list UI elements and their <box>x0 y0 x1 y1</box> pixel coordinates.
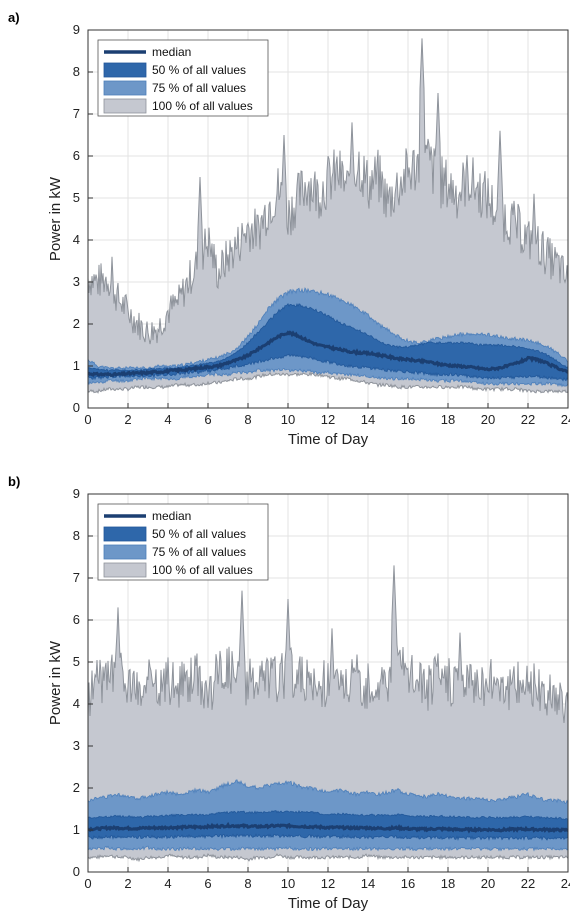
median-line <box>88 330 568 377</box>
panel-label: a) <box>8 10 20 25</box>
x-tick-label: 2 <box>124 876 131 891</box>
x-tick-label: 4 <box>164 876 171 891</box>
y-tick-label: 3 <box>73 738 80 753</box>
x-tick-label: 10 <box>281 412 295 427</box>
x-tick-label: 0 <box>84 876 91 891</box>
x-tick-label: 12 <box>321 876 335 891</box>
y-tick-label: 4 <box>73 696 80 711</box>
median-line <box>88 821 568 834</box>
legend-swatch <box>103 62 147 78</box>
y-tick-label: 7 <box>73 106 80 121</box>
x-tick-label: 20 <box>481 412 495 427</box>
x-tick-label: 20 <box>481 876 495 891</box>
x-tick-label: 14 <box>361 412 375 427</box>
legend-label: 75 % of all values <box>152 81 246 95</box>
y-tick-label: 1 <box>73 358 80 373</box>
legend-swatch <box>103 80 147 96</box>
chart-panel-b: b)0246810121416182022240123456789Time of… <box>8 474 570 912</box>
x-tick-label: 24 <box>561 412 570 427</box>
y-tick-label: 7 <box>73 570 80 585</box>
legend-label: median <box>152 45 191 59</box>
x-tick-label: 8 <box>244 876 251 891</box>
x-tick-label: 6 <box>204 876 211 891</box>
chart-panel-a: a)0246810121416182022240123456789Time of… <box>8 10 570 448</box>
legend-swatch <box>103 544 147 560</box>
series-group <box>88 38 568 394</box>
y-tick-label: 6 <box>73 612 80 627</box>
y-tick-label: 9 <box>73 486 80 501</box>
x-tick-label: 22 <box>521 876 535 891</box>
x-tick-label: 12 <box>321 412 335 427</box>
y-tick-label: 5 <box>73 190 80 205</box>
x-tick-label: 8 <box>244 412 251 427</box>
series-group <box>88 565 568 863</box>
legend: median 50 % of all values 75 % of all valu… <box>97 503 269 581</box>
y-tick-label: 0 <box>73 400 80 415</box>
legend-label: 100 % of all values <box>152 563 253 577</box>
y-axis-title: Power in kW <box>47 640 64 725</box>
x-tick-label: 6 <box>204 412 211 427</box>
band-100-percent <box>88 38 568 394</box>
panel-label: b) <box>8 474 20 489</box>
y-axis-title: Power in kW <box>47 176 64 261</box>
band-50-percent <box>88 302 568 382</box>
x-tick-label: 16 <box>401 412 415 427</box>
legend-label: 100 % of all values <box>152 99 253 113</box>
x-tick-label: 16 <box>401 876 415 891</box>
y-tick-label: 2 <box>73 316 80 331</box>
y-tick-label: 5 <box>73 654 80 669</box>
legend-swatch <box>103 526 147 542</box>
x-tick-label: 18 <box>441 412 455 427</box>
legend-label: 75 % of all values <box>152 545 246 559</box>
x-tick-label: 4 <box>164 412 171 427</box>
y-tick-label: 4 <box>73 232 80 247</box>
x-tick-label: 22 <box>521 412 535 427</box>
legend-label: 50 % of all values <box>152 63 246 77</box>
y-tick-label: 2 <box>73 780 80 795</box>
y-tick-label: 0 <box>73 864 80 879</box>
x-tick-label: 0 <box>84 412 91 427</box>
legend-swatch <box>103 562 147 578</box>
legend-label: median <box>152 509 191 523</box>
y-tick-label: 8 <box>73 64 80 79</box>
legend: median 50 % of all values 75 % of all valu… <box>97 39 269 117</box>
x-tick-label: 14 <box>361 876 375 891</box>
band-100-percent <box>88 565 568 863</box>
legend-label: 50 % of all values <box>152 527 246 541</box>
x-axis-title: Time of Day <box>288 895 369 912</box>
x-axis-title: Time of Day <box>288 431 369 448</box>
y-tick-label: 6 <box>73 148 80 163</box>
y-tick-label: 3 <box>73 274 80 289</box>
x-tick-label: 18 <box>441 876 455 891</box>
y-tick-label: 1 <box>73 822 80 837</box>
y-tick-label: 8 <box>73 528 80 543</box>
legend-swatch <box>103 98 147 114</box>
x-tick-label: 10 <box>281 876 295 891</box>
x-tick-label: 24 <box>561 876 570 891</box>
x-tick-label: 2 <box>124 412 131 427</box>
y-tick-label: 9 <box>73 22 80 37</box>
band-50-percent <box>88 810 568 841</box>
